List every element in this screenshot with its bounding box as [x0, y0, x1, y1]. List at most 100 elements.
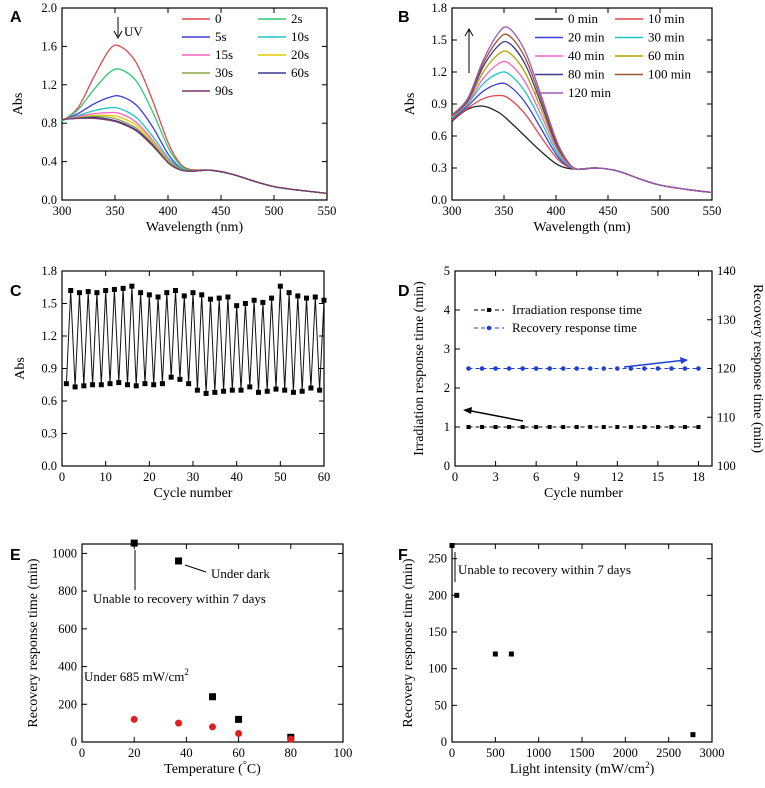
y-tick-label: 200 [428, 588, 447, 602]
dark-point [209, 693, 216, 701]
legend-label: 40 min [568, 48, 605, 63]
recovery-point [642, 366, 647, 371]
cycle-point [81, 383, 87, 389]
irradiation-point [480, 425, 485, 429]
y-tick-label: 200 [58, 697, 77, 711]
cycle-point [225, 294, 231, 300]
cycle-point [138, 290, 144, 296]
recovery-point [520, 366, 525, 371]
legend-label: 90s [215, 83, 233, 98]
x-tick-label: 0 [449, 746, 455, 760]
cycle-point [85, 289, 91, 295]
recovery-point [466, 366, 471, 371]
y-axis-label: Recovery response time (min) [401, 558, 416, 727]
recovery-point [533, 366, 539, 371]
cycle-point [299, 388, 305, 394]
uv-arrow-head [113, 30, 123, 40]
y-tick-label: 800 [58, 584, 77, 598]
y-tick-label: 1000 [52, 546, 77, 560]
x-tick-label: 40 [180, 746, 193, 760]
y-tick-label: 4 [444, 303, 451, 317]
x-tick-label: 80 [285, 746, 298, 760]
y-right-tick-label: 100 [717, 459, 736, 473]
y-tick-label: 0.6 [41, 394, 57, 408]
x-tick-label: 20 [128, 746, 141, 760]
y-tick-label: 1.6 [41, 39, 57, 53]
recovery-point [696, 366, 701, 371]
y-tick-label: 2.0 [41, 1, 57, 15]
panel-b: B 300 350 400 450 500 550 0.0 0.3 0.6 0.9 1.2 1.5 1.8… [398, 1, 721, 235]
cycle-point [76, 290, 82, 296]
x-tick-label: 10 [99, 470, 112, 484]
cycle-point [94, 290, 100, 296]
series-line-120-min [451, 26, 713, 194]
x-tick-label: 9 [574, 470, 580, 484]
legend-label: 0 min [568, 11, 598, 26]
dark-pointer-line [184, 564, 207, 573]
x-tick-label: 350 [106, 204, 125, 218]
cycle-point [90, 382, 96, 388]
y-tick-label: 0.0 [41, 459, 57, 473]
light-point [235, 730, 243, 738]
legend-label: 10 min [648, 11, 685, 26]
cycle-point [260, 299, 266, 305]
recovery-axis-arrow [623, 359, 687, 368]
y-right-axis-label: Recovery response time (min) [750, 284, 765, 453]
x-tick-label: 12 [611, 470, 624, 484]
y-tick-label: 2 [444, 381, 450, 395]
cycle-point [238, 387, 244, 393]
y-tick-label: 0.0 [431, 193, 447, 207]
cycle-point [216, 295, 222, 301]
x-axis-label: Cycle number [544, 486, 623, 501]
cycle-point [186, 381, 192, 387]
y-tick-label: 1.2 [431, 65, 447, 79]
x-tick-label: 450 [212, 204, 231, 218]
cycle-point [194, 387, 200, 393]
irradiation-point [574, 425, 579, 429]
cycle-point [190, 290, 196, 296]
y-right-tick-label: 140 [717, 264, 736, 278]
legend-label: 30 min [648, 30, 685, 45]
x-axis-label: Wavelength (nm) [146, 220, 244, 235]
x-axis-label: Cycle number [154, 486, 233, 501]
series-line-20s [61, 114, 328, 194]
cycle-point [164, 290, 170, 296]
panel-label: F [398, 547, 408, 564]
irradiation-point [655, 425, 660, 429]
cycle-point [98, 382, 104, 388]
series-line-2s [61, 68, 328, 194]
y-tick-label: 1.5 [41, 297, 57, 311]
x-axis-label-part: Temperature ( [164, 762, 243, 777]
x-tick-label: 2500 [656, 746, 681, 760]
light-point [287, 735, 295, 743]
y-tick-label: 100 [428, 662, 447, 676]
cycle-point [277, 283, 283, 289]
cycle-point [116, 380, 122, 386]
cycle-point [107, 381, 113, 387]
irradiation-axis-arrow-head [463, 407, 472, 414]
legend-label: 80 min [568, 67, 605, 82]
panel-label: C [10, 283, 22, 300]
cycle-point [103, 288, 109, 293]
cycle-point [203, 390, 209, 396]
panel-e: E0 20 40 60 80 10002004006008001000Temperatur… [10, 539, 352, 777]
x-tick-label: 30 [187, 470, 200, 484]
series-line-0-min [451, 105, 713, 194]
legend-label: 60s [291, 65, 309, 80]
x-tick-label: 300 [53, 204, 72, 218]
cycle-point [312, 294, 318, 300]
y-axis-label: Abs [11, 93, 26, 116]
irradiation-point [601, 425, 606, 429]
recovery-point [587, 366, 593, 371]
recovery-point [601, 366, 607, 371]
x-axis-label: Light intensity (mW/cm2) [510, 760, 655, 777]
cycle-point [146, 292, 152, 298]
legend-label: 120 min [568, 85, 611, 100]
x-axis-label-part: C) [247, 762, 261, 777]
cycle-point [155, 294, 161, 300]
light-point [130, 715, 138, 723]
irradiation-point [507, 425, 512, 429]
series-line-30s [61, 115, 328, 194]
x-tick-label: 400 [547, 204, 566, 218]
